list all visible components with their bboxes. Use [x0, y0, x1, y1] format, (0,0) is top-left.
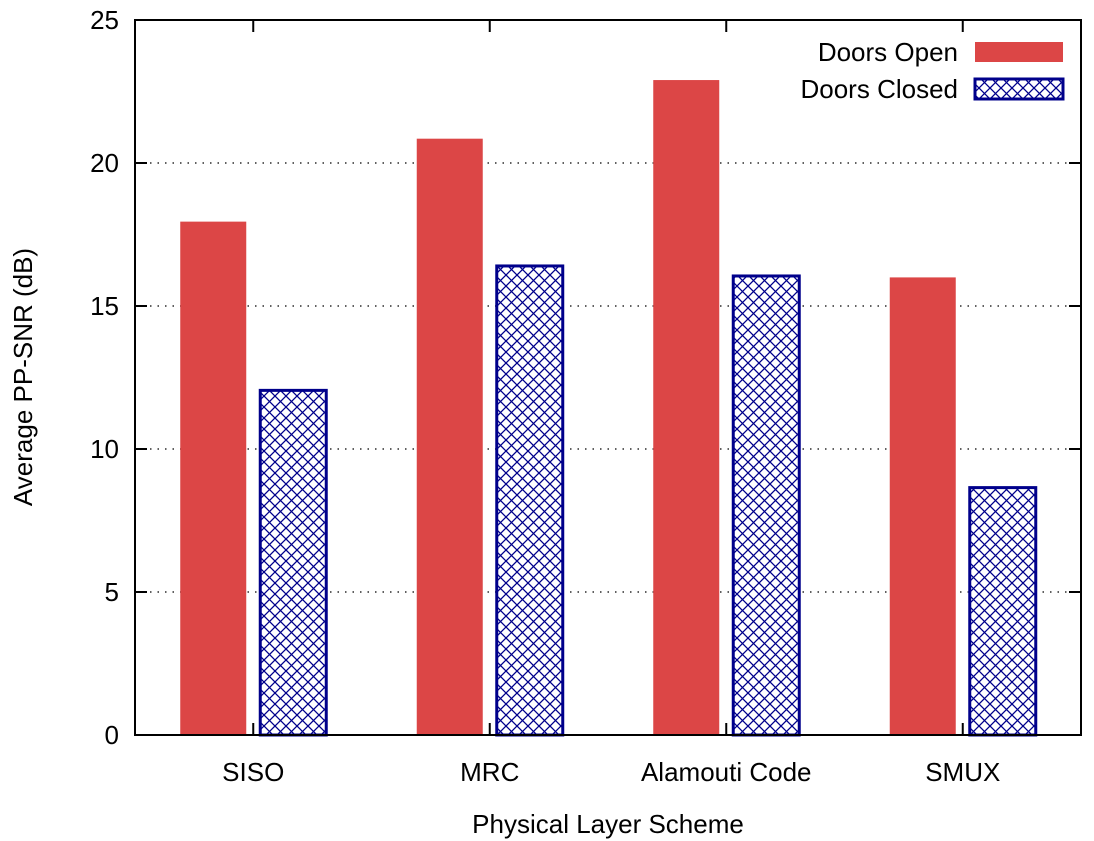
y-axis-ticks: 0 5 10 15 20 25 [90, 5, 1081, 750]
bar-doors-closed-smux [968, 486, 1038, 737]
y-tick-label: 0 [105, 720, 119, 750]
bar-doors-open-smux [889, 277, 956, 735]
x-tick-label: Alamouti Code [641, 757, 812, 787]
y-tick-label: 5 [105, 577, 119, 607]
legend-label-doors-closed: Doors Closed [800, 74, 958, 104]
legend-swatch-doors-open [975, 42, 1063, 62]
bar-doors-closed-mrc [495, 264, 565, 737]
bar-doors-open-siso [180, 221, 247, 735]
legend-label-doors-open: Doors Open [818, 37, 958, 67]
y-tick-label: 10 [90, 434, 119, 464]
bar-doors-open-mrc [416, 138, 483, 735]
y-tick-label: 15 [90, 291, 119, 321]
bar-doors-closed-siso [258, 388, 328, 737]
y-tick-label: 20 [90, 148, 119, 178]
y-axis-title: Average PP-SNR (dB) [8, 248, 38, 506]
bars [180, 80, 1038, 737]
legend-swatch-doors-closed [973, 77, 1065, 101]
y-tick-label: 25 [90, 5, 119, 35]
x-axis-ticks: SISO MRC Alamouti Code SMUX [222, 20, 1000, 787]
x-axis-title: Physical Layer Scheme [472, 809, 744, 839]
x-tick-label: MRC [460, 757, 519, 787]
legend: Doors Open Doors Closed [800, 37, 1065, 104]
plot-frame [134, 19, 1082, 736]
bar-doors-closed-alamouti-code [731, 274, 801, 737]
bar-doors-open-alamouti-code [653, 80, 720, 735]
x-tick-label: SMUX [925, 757, 1000, 787]
x-tick-label: SISO [222, 757, 284, 787]
